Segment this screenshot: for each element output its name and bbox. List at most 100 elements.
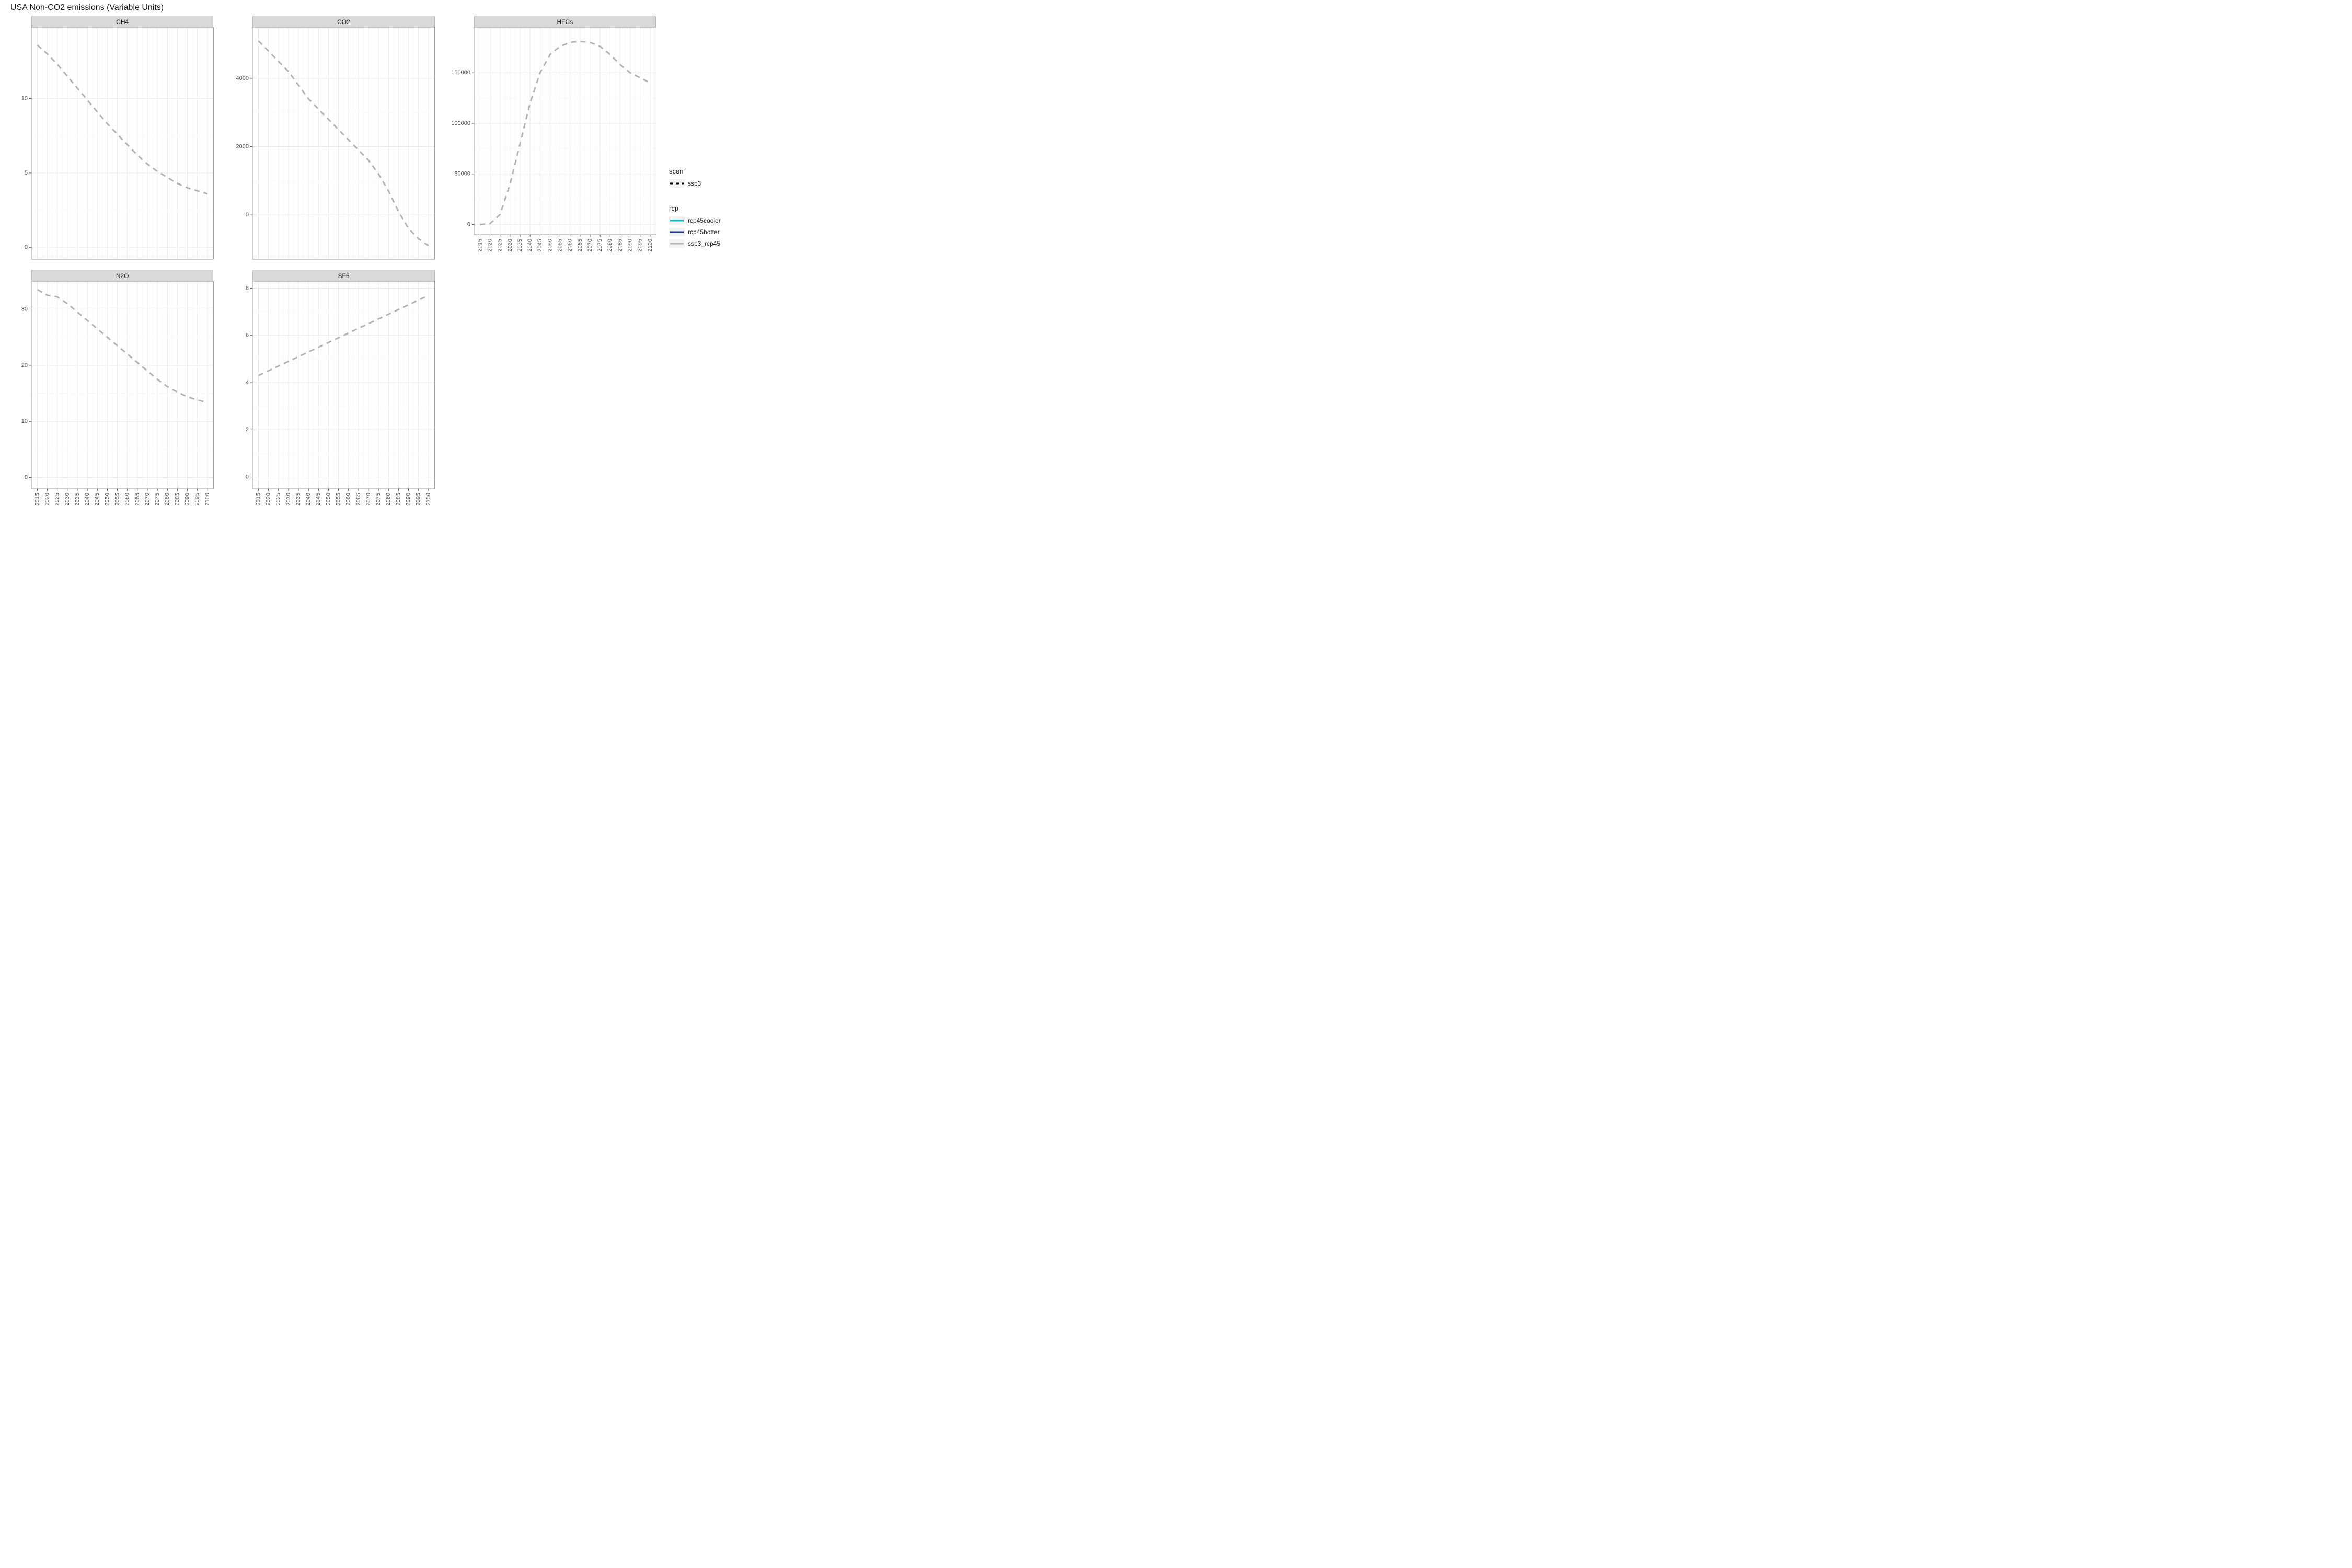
y-tick-label: 50000 xyxy=(454,171,470,177)
x-tick-label: 2055 xyxy=(336,493,342,505)
legend-item: rcp45hotter xyxy=(669,227,721,237)
facet-strip: N2O xyxy=(31,270,213,282)
legend-label: rcp45cooler xyxy=(688,217,721,224)
x-tick-label: 2040 xyxy=(305,493,312,505)
x-tick-label: 2065 xyxy=(577,239,583,251)
x-tick-label: 2050 xyxy=(547,239,553,251)
facet-strip: SF6 xyxy=(252,270,434,282)
y-tick-label: 2000 xyxy=(236,143,249,149)
x-tick-label: 2035 xyxy=(74,493,80,505)
x-tick-label: 2035 xyxy=(295,493,302,505)
y-tick-label: 5 xyxy=(25,170,28,176)
x-tick-label: 2030 xyxy=(506,239,513,251)
x-tick-label: 2060 xyxy=(345,493,352,505)
legend-item: ssp3_rcp45 xyxy=(669,238,721,249)
x-tick-label: 2095 xyxy=(194,493,201,505)
figure-title: USA Non-CO2 emissions (Variable Units) xyxy=(10,3,164,13)
facet-strip: HFCs xyxy=(474,16,656,28)
y-tick-label: 10 xyxy=(21,96,28,102)
legend-rcp-title: rcp xyxy=(669,204,721,212)
x-tick-label: 2045 xyxy=(316,493,322,505)
x-tick-label: 2100 xyxy=(425,493,432,505)
x-tick-label: 2055 xyxy=(114,493,121,505)
plot-area: 0 5 10 xyxy=(5,27,216,263)
y-tick-label: 10 xyxy=(21,418,28,424)
x-tick-label: 2060 xyxy=(567,239,573,251)
y-tick-label: 20 xyxy=(21,362,28,368)
legend-scen-title: scen xyxy=(669,167,721,175)
legend-key xyxy=(669,228,685,236)
plot-area: 0102030201520202025203020352040204520502… xyxy=(5,281,216,517)
facet-strip: CO2 xyxy=(252,16,434,28)
x-tick-label: 2050 xyxy=(326,493,332,505)
x-tick-label: 2095 xyxy=(637,239,643,251)
x-tick-label: 2040 xyxy=(527,239,533,251)
legend-label: rcp45hotter xyxy=(688,228,720,236)
x-tick-label: 2075 xyxy=(597,239,603,251)
panel-HFCs: HFCs 0 50000 100000 150000 2015 2020 20252030 20… xyxy=(448,16,659,263)
x-tick-label: 2035 xyxy=(517,239,523,251)
x-tick-label: 2025 xyxy=(275,493,282,505)
x-tick-label: 2100 xyxy=(647,239,653,251)
y-tick-label: 2 xyxy=(246,426,249,433)
x-tick-label: 2085 xyxy=(396,493,402,505)
y-tick-label: 100000 xyxy=(451,120,470,126)
x-tick-label: 2025 xyxy=(54,493,61,505)
facet-strip: CH4 xyxy=(31,16,213,28)
legend-key xyxy=(669,216,685,225)
x-tick-label: 2015 xyxy=(256,493,262,505)
x-tick-label: 2090 xyxy=(184,493,190,505)
legend: scen ssp3 rcp rcp45cooler rcp45hotter ssp3… xyxy=(669,167,721,264)
x-tick-label: 2070 xyxy=(365,493,372,505)
x-tick-label: 2075 xyxy=(154,493,160,505)
panel-CH4: CH4 0 5 10 xyxy=(5,16,216,263)
x-tick-label: 2100 xyxy=(204,493,211,505)
x-tick-label: 2090 xyxy=(406,493,412,505)
x-tick-label: 2025 xyxy=(497,239,503,251)
y-tick-label: 6 xyxy=(246,332,249,339)
facet-grid: CH4 0 5 10 CO2 0 2000 4000 HFCs 0 50000 100000 15000… xyxy=(5,16,659,517)
x-tick-label: 2080 xyxy=(164,493,170,505)
x-tick-label: 2020 xyxy=(487,239,493,251)
legend-item: rcp45cooler xyxy=(669,215,721,226)
y-tick-label: 4 xyxy=(246,379,249,386)
x-tick-label: 2070 xyxy=(587,239,593,251)
y-tick-label: 30 xyxy=(21,306,28,313)
plot-area: 020004000 xyxy=(226,27,437,263)
x-tick-label: 2095 xyxy=(416,493,422,505)
x-tick-label: 2090 xyxy=(627,239,633,251)
panel-CO2: CO2020004000 xyxy=(226,16,437,263)
legend-key xyxy=(669,239,685,248)
x-tick-label: 2070 xyxy=(144,493,151,505)
x-tick-label: 2020 xyxy=(44,493,51,505)
x-tick-label: 2055 xyxy=(557,239,563,251)
panel-N2O: N2O0102030201520202025203020352040204520… xyxy=(5,270,216,517)
legend-scen: scen ssp3 xyxy=(669,167,721,189)
x-tick-label: 2085 xyxy=(174,493,180,505)
y-tick-label: 0 xyxy=(246,474,249,480)
x-tick-label: 2015 xyxy=(477,239,483,251)
y-tick-label: 8 xyxy=(246,285,249,291)
figure: USA Non-CO2 emissions (Variable Units) C… xyxy=(0,0,784,523)
y-tick-label: 0 xyxy=(467,222,470,228)
x-tick-label: 2030 xyxy=(285,493,292,505)
x-tick-label: 2015 xyxy=(34,493,40,505)
y-tick-label: 4000 xyxy=(236,75,249,82)
legend-key xyxy=(669,179,685,188)
plot-area: 0 50000 100000 150000 2015 2020 20252030 2035 20… xyxy=(448,27,659,263)
x-tick-label: 2065 xyxy=(355,493,362,505)
x-tick-label: 2060 xyxy=(124,493,131,505)
x-tick-label: 2040 xyxy=(84,493,90,505)
x-tick-label: 2065 xyxy=(134,493,141,505)
x-tick-label: 2075 xyxy=(375,493,382,505)
y-tick-label: 150000 xyxy=(451,70,470,76)
x-tick-label: 2080 xyxy=(386,493,392,505)
x-tick-label: 2080 xyxy=(607,239,613,251)
y-tick-label: 0 xyxy=(25,244,28,250)
x-tick-label: 2045 xyxy=(94,493,100,505)
x-tick-label: 2050 xyxy=(104,493,110,505)
panel-SF6: SF60246820152020202520302035204020452050… xyxy=(226,270,437,517)
x-tick-label: 2085 xyxy=(617,239,623,251)
x-tick-label: 2045 xyxy=(537,239,543,251)
x-tick-label: 2030 xyxy=(64,493,71,505)
